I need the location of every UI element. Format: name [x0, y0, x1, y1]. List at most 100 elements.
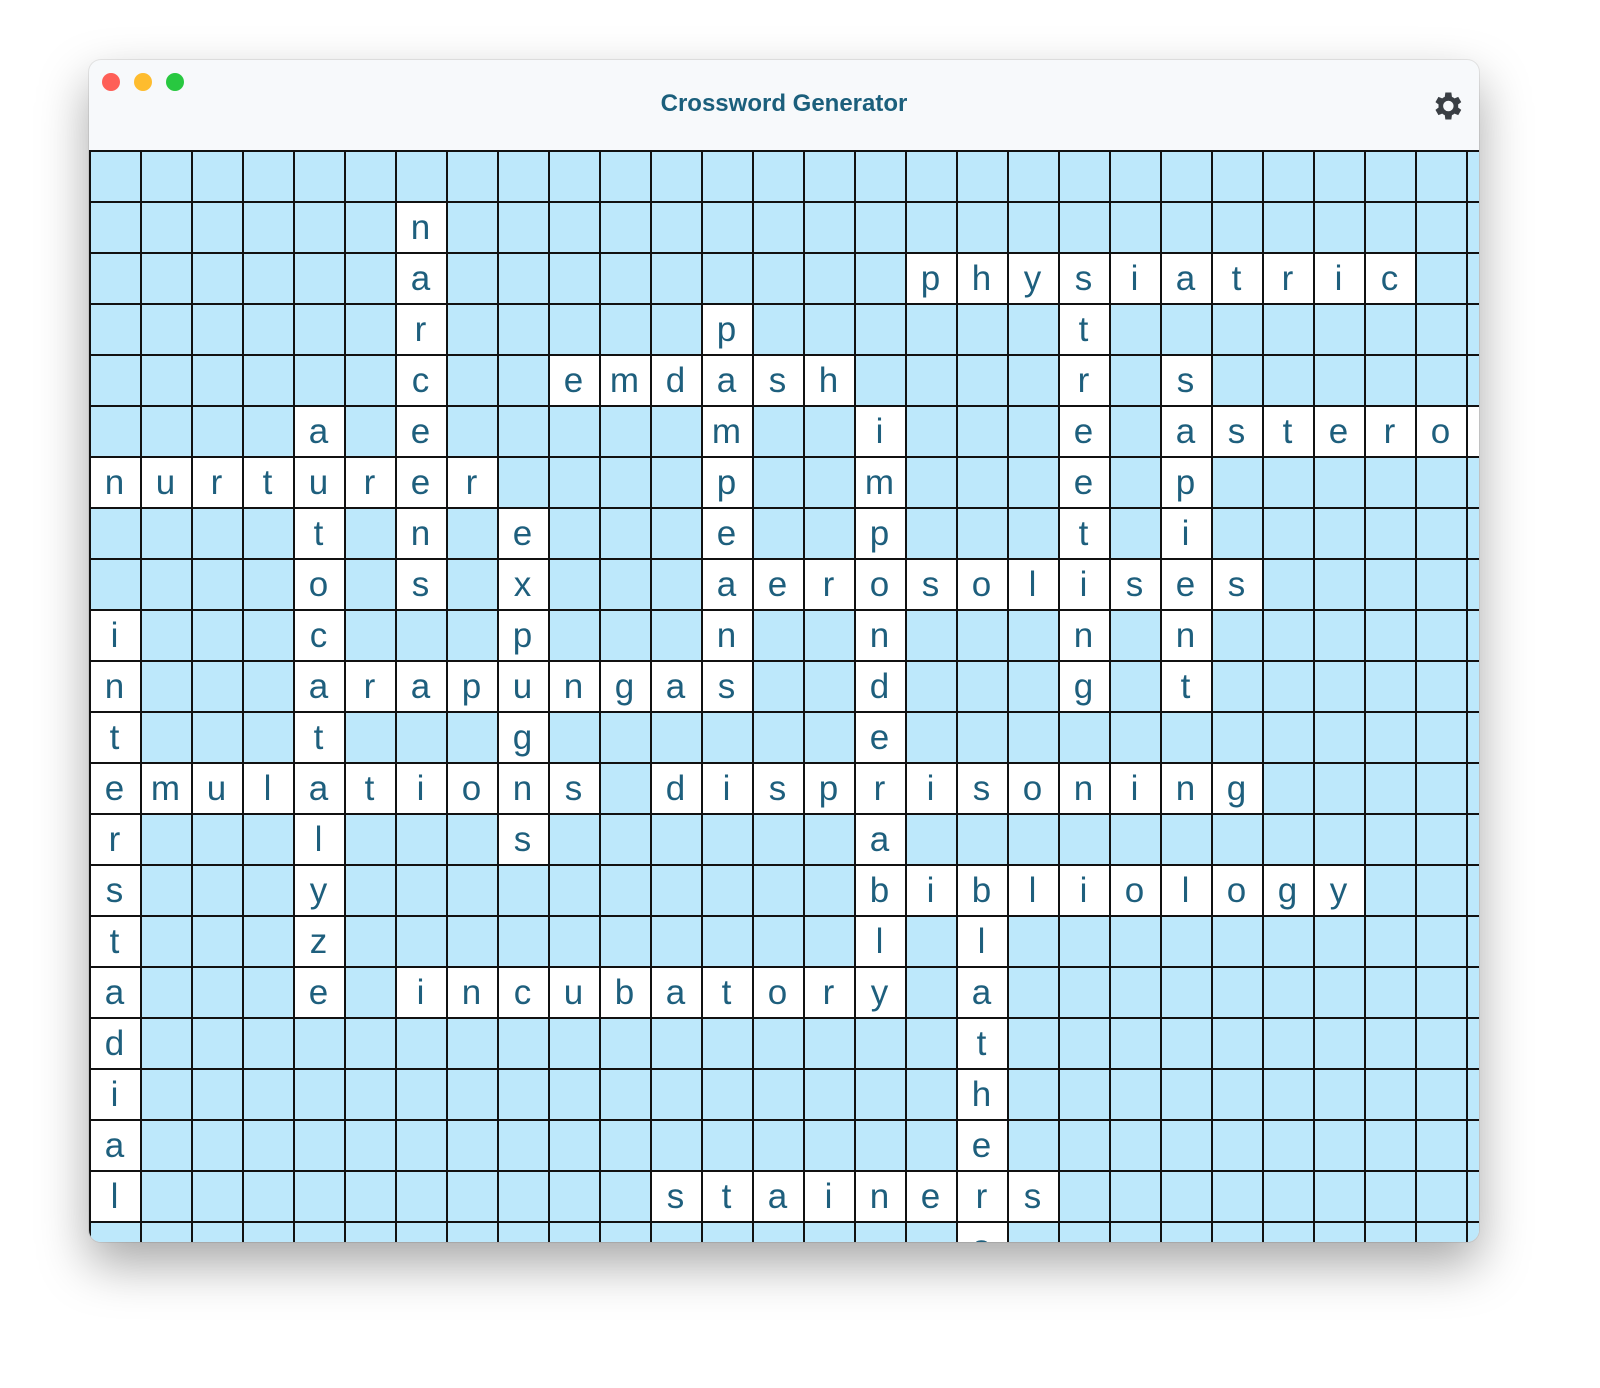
cell-letter: e — [768, 565, 787, 604]
cell-letter: s — [922, 565, 940, 604]
cell — [650, 1170, 701, 1221]
cell-letter: m — [865, 463, 894, 502]
close-button[interactable] — [102, 73, 120, 91]
cell-letter: h — [972, 1075, 991, 1114]
crossword-grid: na p h y s i a t r i cr p tc e m d a s h r sa e m i e a s t e r on u r t u… — [89, 150, 1479, 1242]
cell-letter: p — [870, 514, 889, 553]
cell — [650, 660, 701, 711]
cell-letter: n — [564, 667, 583, 706]
cell-letter: m — [610, 361, 639, 400]
cell — [1007, 762, 1058, 813]
cell — [395, 303, 446, 354]
cell — [497, 711, 548, 762]
cell-letter: a — [870, 820, 890, 859]
cell-letter: e — [513, 514, 532, 553]
cell — [1058, 558, 1109, 609]
cell — [701, 966, 752, 1017]
cell-letter: n — [1074, 769, 1093, 808]
cell-letter: p — [717, 310, 736, 349]
cell — [905, 864, 956, 915]
cell — [854, 813, 905, 864]
cell-letter: r — [1078, 361, 1090, 400]
cell — [293, 660, 344, 711]
cell — [650, 354, 701, 405]
cell-letter: n — [411, 514, 430, 553]
cell-letter: u — [513, 667, 532, 706]
cell — [1262, 252, 1313, 303]
cell — [497, 660, 548, 711]
cell-letter: n — [105, 667, 124, 706]
cell — [140, 456, 191, 507]
cell — [1160, 405, 1211, 456]
cell — [1211, 762, 1262, 813]
cell — [1058, 507, 1109, 558]
cell — [293, 915, 344, 966]
cell-letter: y — [871, 973, 889, 1012]
cell — [395, 405, 446, 456]
cell — [89, 864, 140, 915]
minimize-button[interactable] — [134, 73, 152, 91]
cell-letter: i — [1131, 769, 1139, 808]
cell-letter: g — [1278, 871, 1297, 910]
cell-letter: d — [870, 667, 889, 706]
cell — [701, 456, 752, 507]
cell-letter: p — [819, 769, 838, 808]
cell — [344, 762, 395, 813]
cell-letter: s — [769, 361, 787, 400]
cell-letter: n — [411, 208, 430, 247]
cell-letter: a — [717, 565, 737, 604]
cell — [1160, 507, 1211, 558]
cell-letter: a — [309, 769, 329, 808]
cell — [1058, 660, 1109, 711]
cell-letter: e — [309, 973, 328, 1012]
cell — [1109, 252, 1160, 303]
cell — [1313, 405, 1364, 456]
cell — [1313, 252, 1364, 303]
cell — [1211, 252, 1262, 303]
cell — [1007, 864, 1058, 915]
cell — [242, 762, 293, 813]
cell — [1007, 252, 1058, 303]
cell — [293, 711, 344, 762]
cell-letter: u — [156, 463, 175, 502]
cell-letter: i — [1080, 871, 1088, 910]
cell — [191, 762, 242, 813]
cell — [803, 354, 854, 405]
cell — [1211, 558, 1262, 609]
cell — [1058, 609, 1109, 660]
cell-letter: t — [110, 922, 120, 961]
cell-letter: g — [1074, 667, 1093, 706]
cell-letter: s — [514, 820, 532, 859]
cell-letter: s — [769, 769, 787, 808]
cell — [1262, 864, 1313, 915]
cell-letter: p — [921, 259, 940, 298]
cell — [89, 1068, 140, 1119]
cell — [1058, 864, 1109, 915]
cell — [497, 813, 548, 864]
cell-letter: s — [973, 769, 991, 808]
cell-letter: o — [1431, 412, 1450, 451]
cell-letter: u — [309, 463, 328, 502]
cell — [548, 660, 599, 711]
cell — [956, 915, 1007, 966]
cell — [905, 558, 956, 609]
cell-letter: i — [825, 1177, 833, 1216]
cell — [395, 201, 446, 252]
cell-letter: e — [411, 463, 430, 502]
cell-letter: s — [1228, 565, 1246, 604]
cell-letter: d — [105, 1024, 124, 1063]
cell — [956, 1170, 1007, 1221]
cell — [650, 762, 701, 813]
cell — [395, 252, 446, 303]
cell — [752, 1170, 803, 1221]
cell-letter: o — [972, 565, 991, 604]
zoom-button[interactable] — [166, 73, 184, 91]
cell — [701, 303, 752, 354]
cell — [854, 405, 905, 456]
settings-button[interactable] — [1429, 88, 1465, 124]
cell — [1058, 405, 1109, 456]
cell-letter: s — [718, 667, 736, 706]
cell — [1160, 609, 1211, 660]
cell — [1007, 558, 1058, 609]
cell-letter: g — [615, 667, 634, 706]
